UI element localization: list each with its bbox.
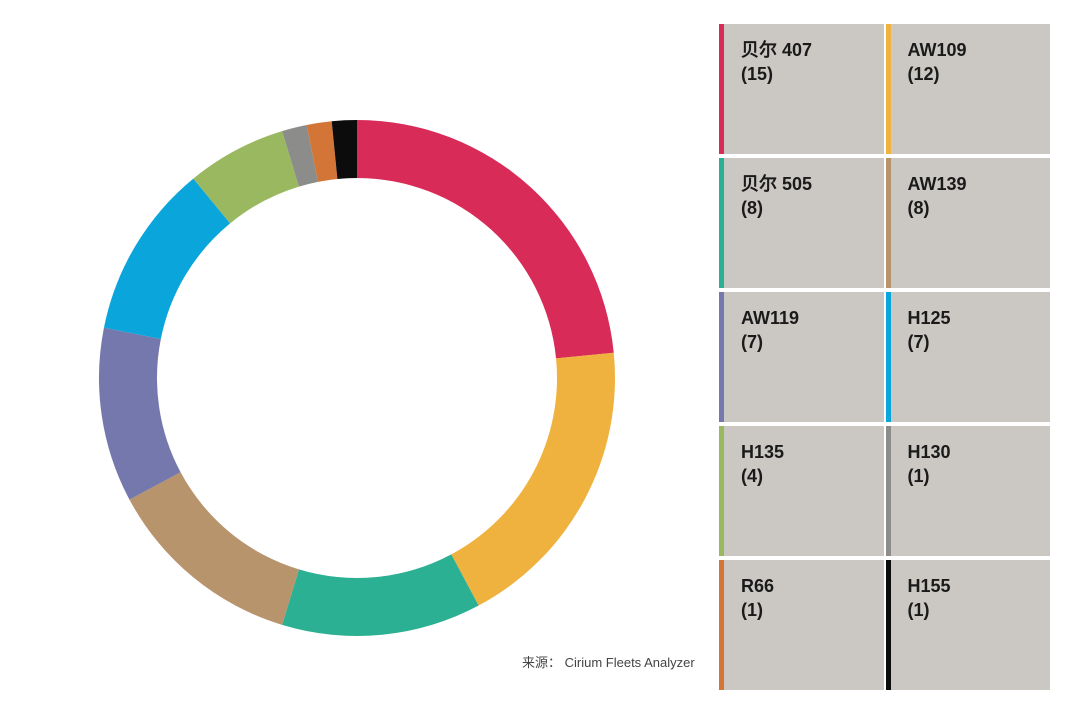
legend-item-bell-505: 贝尔 505 (8): [719, 158, 884, 288]
donut-slice: [451, 352, 615, 606]
legend-count: (8): [741, 198, 763, 218]
donut-slice: [193, 131, 299, 224]
donut-slice: [357, 120, 614, 359]
legend-item-aw119: AW119 (7): [719, 292, 884, 422]
legend-item-h130: H130 (1): [885, 426, 1050, 556]
legend-count: (7): [907, 332, 930, 352]
legend-count: (15): [741, 64, 774, 84]
legend-label: AW139: [907, 174, 967, 194]
donut-slice: [282, 124, 318, 187]
donut-slice: [306, 121, 338, 182]
donut-slice: [98, 327, 181, 500]
legend-count: (1): [741, 600, 763, 620]
legend-item-h135: H135 (4): [719, 426, 884, 556]
donut-slice: [331, 120, 357, 179]
legend-item-h125: H125 (7): [885, 292, 1050, 422]
legend-count: (1): [907, 600, 930, 620]
legend-item-bell-407: 贝尔 407 (15): [719, 24, 884, 154]
donut-slice: [129, 472, 299, 625]
donut-slice: [103, 178, 231, 339]
legend-count: (1): [907, 466, 930, 486]
legend-count: (8): [907, 198, 930, 218]
legend-label: H125: [907, 308, 951, 328]
legend-item-aw139: AW139 (8): [885, 158, 1050, 288]
legend-label: 贝尔 407: [741, 40, 813, 60]
legend-item-r66: R66 (1): [719, 560, 884, 690]
legend-label: R66: [741, 576, 775, 596]
legend-label: H155: [907, 576, 951, 596]
legend-item-aw109: AW109 (12): [885, 24, 1050, 154]
legend-item-h155: H155 (1): [885, 560, 1050, 690]
legend: 贝尔 407 (15) AW109 (12) 贝尔 505 (8) AW139 …: [719, 24, 1050, 690]
legend-label: AW109: [907, 40, 967, 60]
legend-label: AW119: [741, 308, 800, 328]
donut-chart: [98, 120, 615, 637]
legend-label: H130: [907, 442, 951, 462]
legend-count: (12): [907, 64, 940, 84]
legend-label: 贝尔 505: [741, 174, 813, 194]
source-note: 来源： Cirium Fleets Analyzer: [522, 655, 695, 670]
donut-slice: [282, 554, 479, 637]
legend-count: (4): [741, 466, 763, 486]
legend-label: H135: [741, 442, 785, 462]
legend-count: (7): [741, 332, 763, 352]
